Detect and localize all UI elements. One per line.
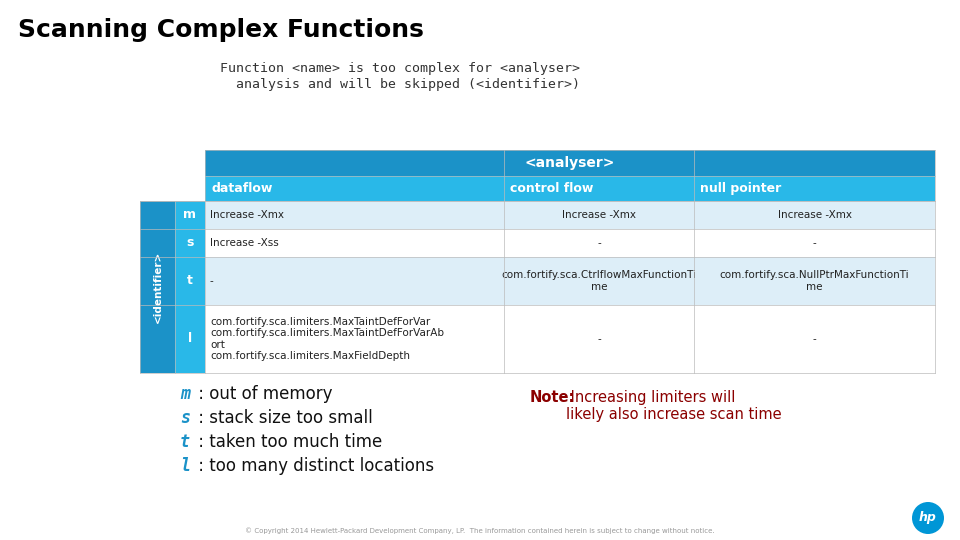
Text: dataflow: dataflow (211, 182, 273, 195)
Bar (205, 257, 504, 305)
Text: com.fortify.sca.CtrlflowMaxFunctionTi
me: com.fortify.sca.CtrlflowMaxFunctionTi me (502, 270, 697, 292)
Text: -: - (210, 276, 214, 286)
Text: © Copyright 2014 Hewlett-Packard Development Company, LP.  The information conta: © Copyright 2014 Hewlett-Packard Develop… (245, 528, 715, 534)
Text: : out of memory: : out of memory (193, 385, 332, 403)
Text: l: l (180, 457, 190, 475)
Bar (175, 257, 205, 305)
Text: : stack size too small: : stack size too small (193, 409, 372, 427)
Text: com.fortify.sca.limiters.MaxTaintDefForVar
com.fortify.sca.limiters.MaxTaintDefF: com.fortify.sca.limiters.MaxTaintDefForV… (210, 316, 444, 361)
Text: analysis and will be skipped (<identifier>): analysis and will be skipped (<identifie… (220, 78, 580, 91)
Bar (694, 229, 935, 257)
Text: s: s (180, 409, 190, 427)
Text: Increase -Xmx: Increase -Xmx (778, 210, 852, 220)
Text: m: m (180, 385, 190, 403)
Text: l: l (188, 333, 192, 346)
Text: Increase -Xmx: Increase -Xmx (210, 210, 284, 220)
Text: : taken too much time: : taken too much time (193, 433, 382, 451)
Text: -: - (813, 238, 816, 248)
Bar (504, 201, 694, 229)
Text: Function <name> is too complex for <analyser>: Function <name> is too complex for <anal… (220, 62, 580, 75)
Bar (504, 229, 694, 257)
Text: Increasing limiters will
likely also increase scan time: Increasing limiters will likely also inc… (566, 390, 781, 422)
Bar (504, 305, 694, 373)
Bar (175, 201, 205, 229)
Bar (694, 257, 935, 305)
Bar (205, 229, 504, 257)
Text: Scanning Complex Functions: Scanning Complex Functions (18, 18, 424, 42)
Text: Increase -Xss: Increase -Xss (210, 238, 278, 248)
Circle shape (912, 502, 944, 534)
Text: t: t (187, 274, 193, 287)
Bar (205, 176, 504, 201)
Text: Increase -Xmx: Increase -Xmx (563, 210, 636, 220)
Bar (694, 201, 935, 229)
Text: <analyser>: <analyser> (525, 156, 615, 170)
Bar (694, 305, 935, 373)
Bar (175, 229, 205, 257)
Text: m: m (183, 208, 197, 221)
Bar (140, 201, 175, 373)
Text: -: - (597, 334, 601, 344)
Text: control flow: control flow (511, 182, 593, 195)
Bar (175, 305, 205, 373)
Bar (504, 257, 694, 305)
Bar (504, 176, 694, 201)
Bar (205, 305, 504, 373)
Text: null pointer: null pointer (700, 182, 781, 195)
Text: com.fortify.sca.NullPtrMaxFunctionTi
me: com.fortify.sca.NullPtrMaxFunctionTi me (720, 270, 909, 292)
Bar (205, 201, 504, 229)
Text: <identifier>: <identifier> (153, 251, 162, 323)
Text: Note:: Note: (530, 390, 575, 405)
Text: t: t (180, 433, 190, 451)
Text: hp: hp (919, 511, 937, 524)
Text: -: - (813, 334, 816, 344)
Text: : too many distinct locations: : too many distinct locations (193, 457, 434, 475)
Bar (694, 176, 935, 201)
Bar (205, 150, 935, 176)
Text: s: s (186, 237, 194, 249)
Text: -: - (597, 238, 601, 248)
